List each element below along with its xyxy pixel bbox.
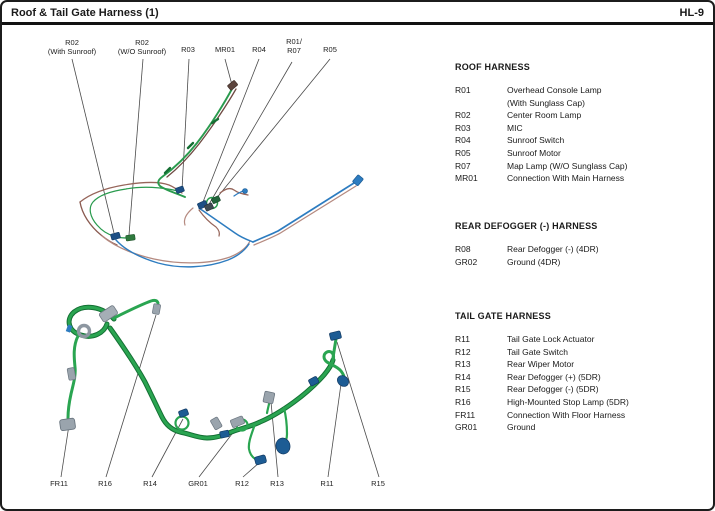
tailgate-harness-drawing xyxy=(59,298,349,466)
legend-row: MR01 Connection With Main Harness xyxy=(455,173,625,184)
callout-r05: R05 xyxy=(323,45,337,54)
legend-row: R01 Overhead Console Lamp xyxy=(455,85,602,95)
legend-row: FR11 Connection With Floor Harness xyxy=(455,409,626,420)
harness-clip-marks xyxy=(163,117,220,175)
callout-mr01: MR01 xyxy=(214,45,236,54)
legend-row: R11 Tail Gate Lock Actuator xyxy=(455,334,595,344)
legend-section-title: ROOF HARNESS xyxy=(455,62,530,72)
legend-row: R07 Map Lamp (W/O Sunglass Cap) xyxy=(455,160,628,171)
legend-row: R12 Tail Gate Switch xyxy=(455,346,568,357)
blue-tie-clip xyxy=(65,324,73,333)
connector-roof-run-end xyxy=(352,174,364,186)
legend-row: R02 Center Room Lamp xyxy=(455,110,582,121)
legend-row: R05 Sunroof Motor xyxy=(455,147,561,158)
legend-row: R16 High-Mounted Stop Lamp (5DR) xyxy=(455,396,629,407)
legend-section-title: TAIL GATE HARNESS xyxy=(455,311,551,321)
legend-section-roof-harness: ROOF HARNESS R01 Overhead Console Lamp (… xyxy=(455,62,705,185)
connector-r04 xyxy=(197,200,208,210)
connector-r11 xyxy=(337,375,349,387)
connector-gr01 xyxy=(230,415,245,428)
callout-r04: R04 xyxy=(252,45,266,54)
legend-row: R03 MIC xyxy=(455,122,523,133)
legend-row: R08 Rear Defogger (-) (4DR) xyxy=(455,244,599,254)
connector-r16 xyxy=(152,303,161,315)
connector-mr01 xyxy=(227,80,238,91)
tailgate-blue-hardware xyxy=(178,330,349,466)
callout-r02-with-sunroof: R02 (With Sunroof) xyxy=(47,38,97,56)
callout-r16: R16 xyxy=(98,479,112,488)
legend-row: GR02 Ground (4DR) xyxy=(455,256,561,267)
legend-section-tail-gate: TAIL GATE HARNESS R11 Tail Gate Lock Act… xyxy=(455,311,705,434)
legend-row: R15 Rear Defogger (-) (5DR) xyxy=(455,384,599,395)
connector-r12 xyxy=(254,454,267,466)
connector-blue-mid xyxy=(219,429,230,439)
connector-r01-r07 xyxy=(204,202,214,212)
legend-row: R04 Sunroof Switch xyxy=(455,135,565,146)
page-number: HL-9 xyxy=(679,7,704,19)
legend-row: R13 Rear Wiper Motor xyxy=(455,359,575,370)
legend-section-rear-defogger: REAR DEFOGGER (-) HARNESS R08 Rear Defog… xyxy=(455,221,705,268)
connector-r13 xyxy=(262,390,276,405)
connector-r05 xyxy=(211,195,221,204)
callout-r13: R13 xyxy=(270,479,284,488)
connector-tailgate-big-blue xyxy=(275,437,291,455)
connector-r02-with-sunroof xyxy=(110,231,121,241)
connector-r14 xyxy=(178,408,189,418)
tailgate-gray-hardware xyxy=(59,303,276,432)
legend-row: GR01 Ground xyxy=(455,422,536,433)
legend-row: R14 Rear Defogger (+) (5DR) xyxy=(455,371,601,382)
leader-lines xyxy=(60,58,380,478)
page-title: Roof & Tail Gate Harness (1) xyxy=(11,7,159,19)
roof-harness-drawing xyxy=(79,80,364,268)
callout-r02-wo-sunroof: R02 (W/O Sunroof) xyxy=(117,38,167,56)
callout-r11: R11 xyxy=(320,479,334,488)
connector-r15 xyxy=(329,330,342,341)
callout-fr11: FR11 xyxy=(50,479,68,488)
ring-clamp xyxy=(76,323,92,339)
connector-branch-blue-dot xyxy=(242,188,248,194)
legend-section-title: REAR DEFOGGER (-) HARNESS xyxy=(455,221,598,231)
legend-row-continuation: (With Sunglass Cap) xyxy=(507,97,585,108)
header-rule xyxy=(2,22,713,25)
callout-r01-r07: R01/R07 xyxy=(286,37,302,55)
connector-harness-top-gray xyxy=(98,305,118,323)
callout-r15: R15 xyxy=(371,479,385,488)
connector-blue-on-wire xyxy=(308,376,320,387)
callout-gr01: GR01 xyxy=(188,479,208,488)
callout-r14: R14 xyxy=(143,479,157,488)
connector-r03 xyxy=(175,185,185,194)
connector-fr11 xyxy=(59,417,76,432)
gray-sleeve-left xyxy=(66,367,77,381)
callout-r12: R12 xyxy=(235,479,249,488)
connector-r02-wo-sunroof xyxy=(125,234,136,242)
gray-sleeve-mid xyxy=(210,416,223,430)
callout-r03: R03 xyxy=(181,45,195,54)
